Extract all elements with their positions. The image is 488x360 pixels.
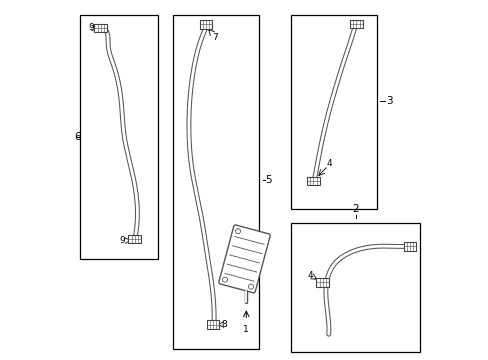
- Circle shape: [248, 284, 253, 289]
- FancyBboxPatch shape: [218, 225, 270, 293]
- Text: 4: 4: [307, 270, 313, 279]
- Circle shape: [222, 277, 227, 282]
- FancyBboxPatch shape: [206, 320, 219, 329]
- Text: 4: 4: [326, 159, 332, 168]
- Text: 2: 2: [352, 204, 358, 214]
- Text: 9: 9: [89, 23, 94, 32]
- FancyBboxPatch shape: [306, 177, 319, 185]
- Text: 7: 7: [212, 33, 218, 42]
- FancyBboxPatch shape: [316, 278, 328, 287]
- Bar: [80, 15, 158, 259]
- FancyBboxPatch shape: [200, 20, 212, 29]
- Text: 5: 5: [265, 175, 271, 185]
- Text: 9: 9: [120, 237, 125, 246]
- Text: 8: 8: [221, 320, 226, 329]
- Text: 6: 6: [74, 132, 81, 142]
- Bar: [290, 223, 419, 352]
- Bar: [290, 15, 376, 209]
- FancyBboxPatch shape: [349, 20, 362, 28]
- FancyBboxPatch shape: [403, 242, 416, 251]
- FancyBboxPatch shape: [94, 24, 107, 32]
- Text: 3: 3: [386, 96, 392, 106]
- Bar: [172, 15, 258, 348]
- FancyBboxPatch shape: [128, 235, 141, 243]
- Circle shape: [235, 229, 240, 234]
- Text: 1: 1: [243, 325, 249, 334]
